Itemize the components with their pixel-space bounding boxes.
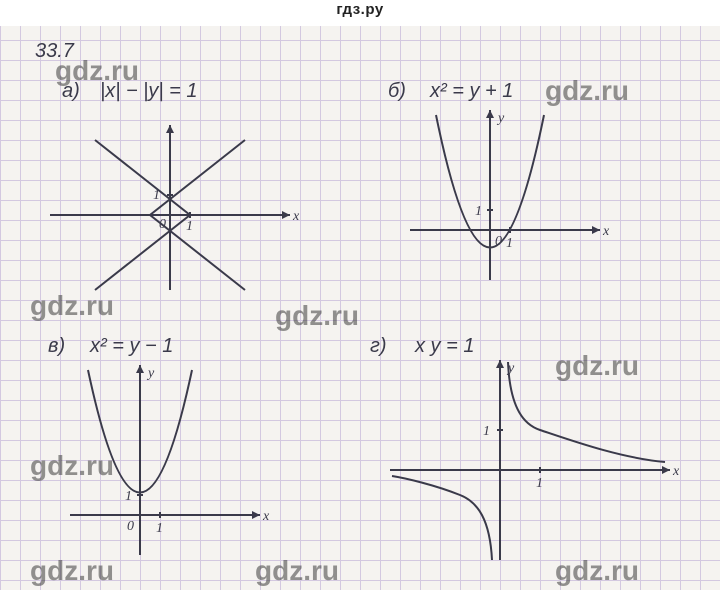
site-header: гдз.ру [0, 0, 720, 26]
header-title: гдз.ру [336, 1, 383, 18]
part-a-equation: |x| − |y| = 1 [100, 80, 198, 103]
axis-x-label-g: x [672, 464, 680, 479]
part-a-label: а) [62, 80, 80, 103]
axis-one-x-a: 1 [186, 219, 193, 234]
axis-one-y-a: 1 [153, 188, 160, 203]
graph-v: x y 0 1 1 [60, 355, 280, 565]
axis-x-label: x [292, 209, 300, 224]
graph-v-svg: x y 0 1 1 [60, 355, 280, 565]
axis-one-x-v: 1 [156, 521, 163, 536]
axis-x-label-b: x [602, 224, 610, 239]
graph-b-svg: x y 0 1 1 [400, 100, 620, 290]
axis-y-label-v: y [146, 366, 155, 381]
axis-one-y-g: 1 [483, 424, 490, 439]
problem-number: 33.7 [35, 40, 74, 63]
graph-g: x y 1 1 [380, 350, 680, 570]
axis-origin-label-a: 0 [159, 217, 166, 232]
axis-y-label-b: y [496, 111, 505, 126]
graph-a-svg: x 0 1 1 [40, 115, 300, 295]
axis-one-y-v: 1 [125, 489, 132, 504]
axis-origin-label-v: 0 [127, 519, 134, 534]
axis-one-x-b: 1 [506, 236, 513, 251]
axis-one-y-b: 1 [475, 204, 482, 219]
graph-a: x 0 1 1 [40, 115, 300, 295]
axis-origin-label-b: 0 [495, 234, 502, 249]
graph-b: x y 0 1 1 [400, 100, 620, 290]
axis-x-label-v: x [262, 509, 270, 524]
axis-y-label-g: y [506, 361, 515, 376]
graph-g-svg: x y 1 1 [380, 350, 680, 570]
axis-one-x-g: 1 [536, 476, 543, 491]
